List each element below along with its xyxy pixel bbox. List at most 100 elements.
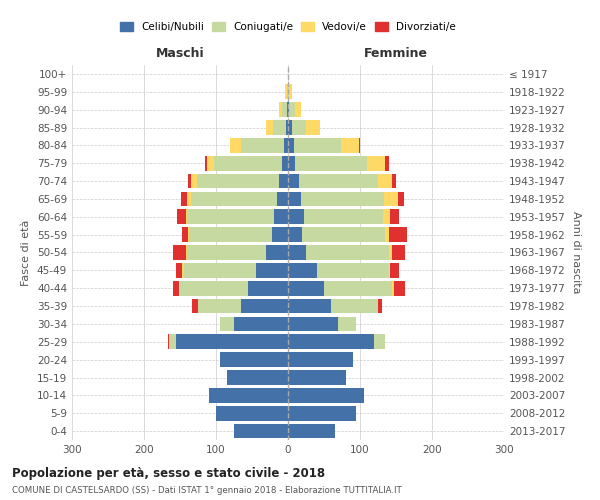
Bar [191,192,277,206]
Bar [338,316,356,331]
Bar [288,316,338,331]
Bar [367,156,385,170]
Bar [288,281,324,295]
Bar [187,245,266,260]
Bar [324,281,392,295]
Bar [286,120,288,135]
Bar [331,298,378,314]
Bar [285,84,287,99]
Bar [392,281,394,295]
Bar [266,245,288,260]
Bar [287,84,288,99]
Bar [277,192,288,206]
Bar [187,210,274,224]
Bar [288,102,289,117]
Bar [288,138,294,152]
Y-axis label: Fasce di età: Fasce di età [22,220,31,286]
Bar [292,120,306,135]
Bar [173,245,186,260]
Bar [288,84,289,99]
Bar [378,174,392,188]
Bar [187,192,191,206]
Bar [288,424,335,438]
Bar [385,156,389,170]
Bar [385,228,389,242]
Bar [288,174,299,188]
Bar [288,156,295,170]
Bar [179,281,180,295]
Bar [390,210,399,224]
Bar [272,228,288,242]
Bar [288,228,302,242]
Bar [301,192,384,206]
Bar [390,263,399,278]
Bar [274,210,288,224]
Bar [398,192,404,206]
Bar [190,228,272,242]
Legend: Celibi/Nubili, Coniugati/e, Vedovi/e, Divorziati/e: Celibi/Nubili, Coniugati/e, Vedovi/e, Di… [116,18,460,36]
Bar [182,228,188,242]
Bar [304,210,383,224]
Bar [181,192,187,206]
Text: Maschi: Maschi [155,46,205,60]
Bar [216,406,288,420]
Bar [392,174,396,188]
Bar [288,334,374,349]
Bar [176,334,288,349]
Bar [173,281,179,295]
Bar [378,298,382,314]
Bar [191,174,197,188]
Bar [205,156,206,170]
Bar [383,210,390,224]
Bar [288,352,353,367]
Bar [306,120,320,135]
Bar [289,102,295,117]
Bar [248,281,288,295]
Bar [241,138,284,152]
Bar [176,263,182,278]
Bar [288,388,364,402]
Bar [198,298,241,314]
Bar [168,334,169,349]
Bar [302,228,385,242]
Bar [389,228,407,242]
Bar [295,102,301,117]
Bar [188,228,190,242]
Bar [256,263,288,278]
Bar [186,210,187,224]
Bar [188,174,191,188]
Bar [241,298,288,314]
Bar [206,156,214,170]
Y-axis label: Anni di nascita: Anni di nascita [571,211,581,294]
Bar [197,174,280,188]
Bar [220,316,234,331]
Text: Popolazione per età, sesso e stato civile - 2018: Popolazione per età, sesso e stato civil… [12,468,325,480]
Bar [389,263,390,278]
Bar [282,156,288,170]
Bar [341,138,359,152]
Bar [394,281,404,295]
Bar [284,138,288,152]
Text: COMUNE DI CASTELSARDO (SS) - Dati ISTAT 1° gennaio 2018 - Elaborazione TUTTITALI: COMUNE DI CASTELSARDO (SS) - Dati ISTAT … [12,486,402,495]
Bar [288,406,356,420]
Bar [317,263,389,278]
Bar [294,138,341,152]
Bar [288,298,331,314]
Bar [214,156,282,170]
Bar [306,245,389,260]
Bar [289,84,292,99]
Bar [280,174,288,188]
Bar [288,210,304,224]
Bar [230,138,241,152]
Bar [299,174,378,188]
Bar [182,263,184,278]
Bar [177,210,186,224]
Bar [234,424,288,438]
Bar [389,245,392,260]
Bar [273,120,286,135]
Bar [184,263,256,278]
Text: Femmine: Femmine [364,46,428,60]
Bar [180,281,248,295]
Bar [282,102,287,117]
Bar [278,102,282,117]
